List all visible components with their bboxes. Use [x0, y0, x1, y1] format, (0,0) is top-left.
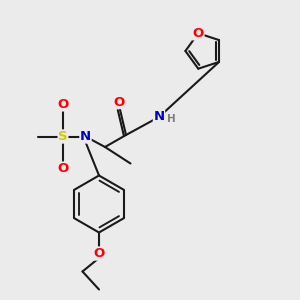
Text: O: O	[113, 95, 124, 109]
Text: O: O	[57, 162, 69, 175]
Text: N: N	[80, 130, 91, 143]
Text: H: H	[167, 113, 176, 124]
Text: S: S	[58, 130, 68, 143]
Text: O: O	[93, 247, 105, 260]
Text: O: O	[57, 98, 69, 111]
Text: N: N	[153, 110, 165, 124]
Text: O: O	[193, 27, 204, 40]
